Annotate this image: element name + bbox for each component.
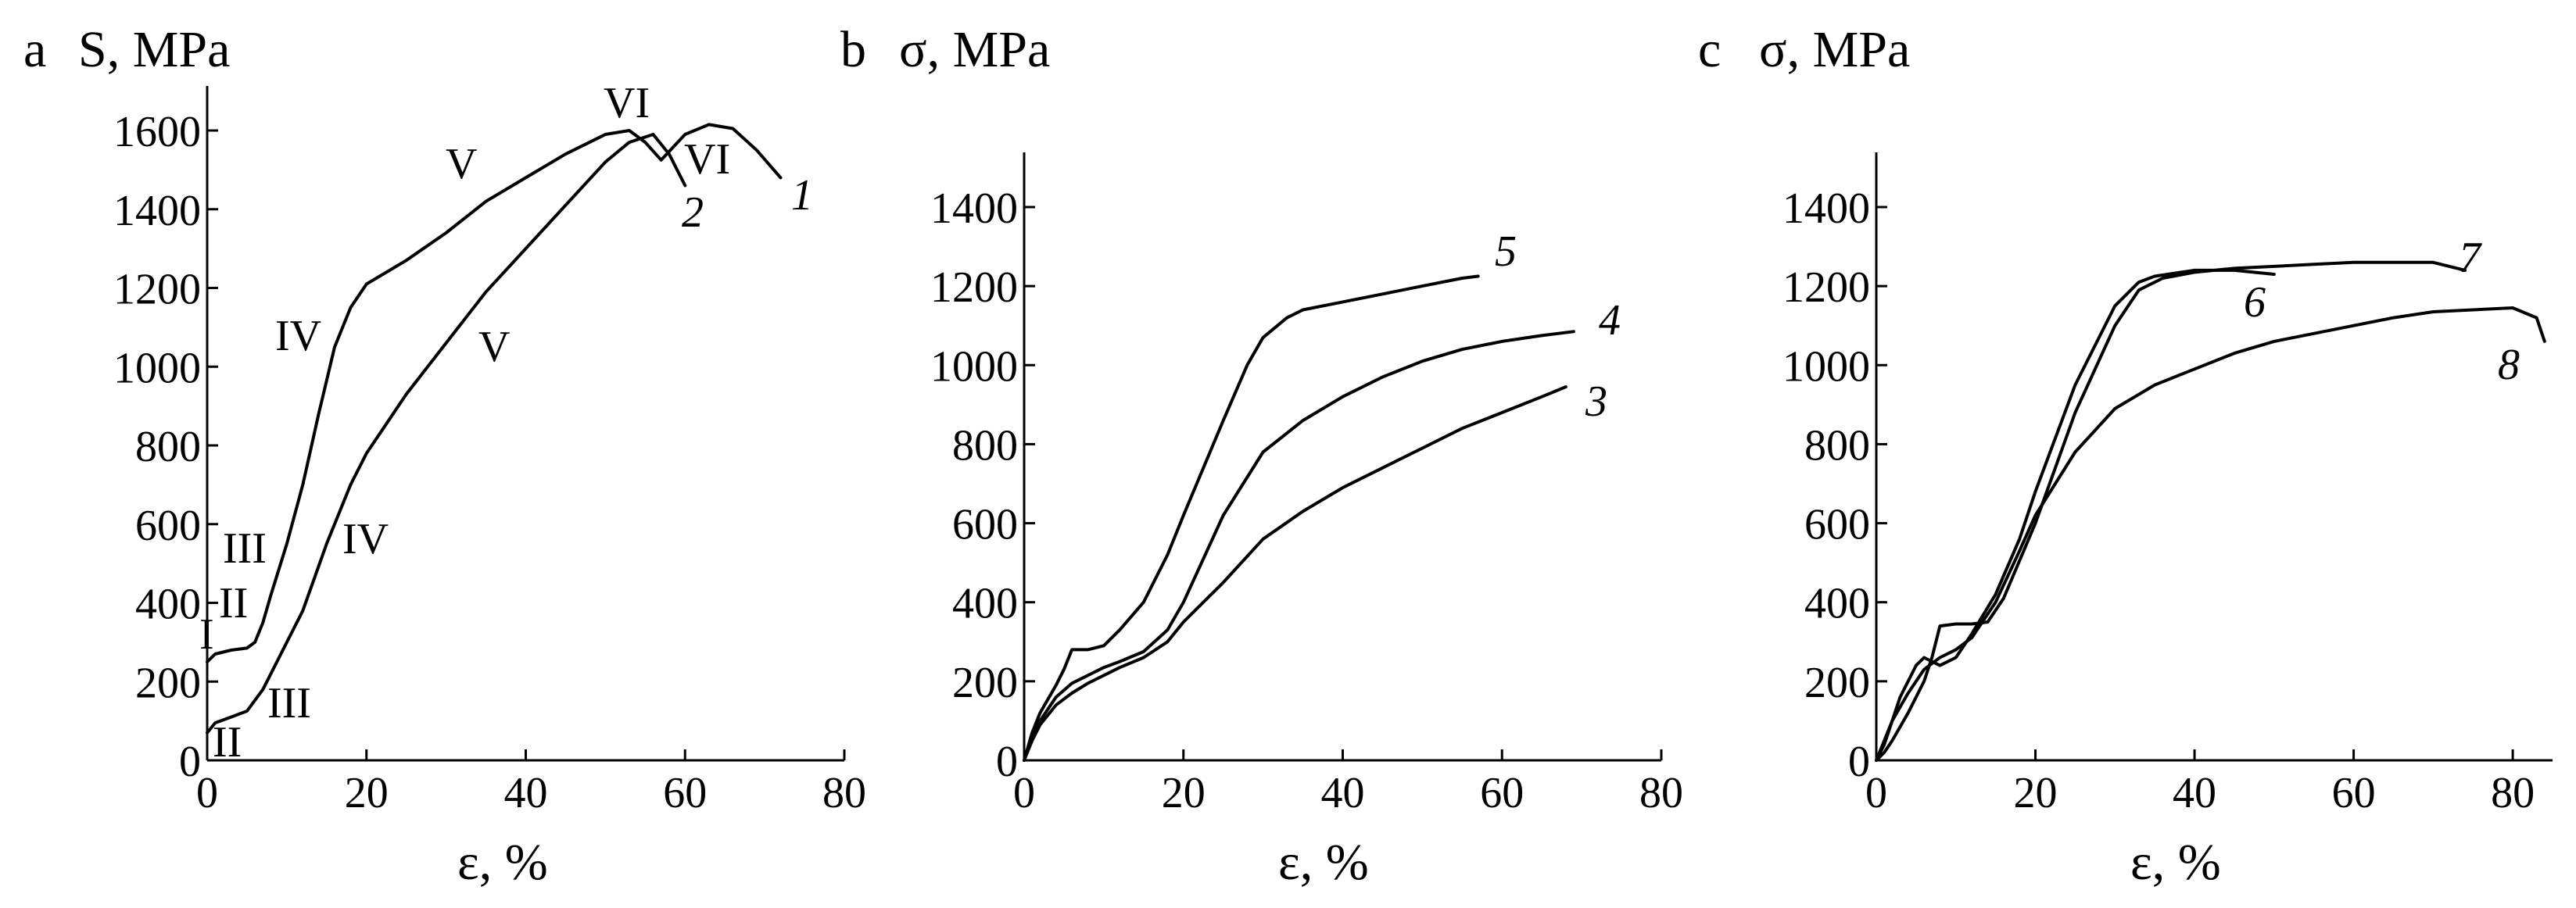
panel-c-curves xyxy=(1875,260,2546,762)
panel-c-xtick-label: 80 xyxy=(2491,769,2535,817)
panel-c-xtick-label: 60 xyxy=(2332,769,2376,817)
panel-c: c σ, MPa ε, % 0 20 40 60 8002004006008001000… xyxy=(1698,21,2553,891)
curve-label-1: 1 xyxy=(791,171,813,220)
series-7-line xyxy=(1875,260,2467,762)
panel-c-xlabel: ε, % xyxy=(2130,834,2221,891)
panel-a-ytick-label: 800 xyxy=(135,423,201,471)
panel-a-ylabel: S, MPa xyxy=(78,21,230,78)
panel-b-ytick-label: 1200 xyxy=(930,263,1018,312)
stage-label-V-curve2: V xyxy=(478,323,510,371)
series-1-line xyxy=(206,123,783,664)
panel-a-xtick-label: 60 xyxy=(663,769,707,817)
panel-b-ytick-label: 1000 xyxy=(930,342,1018,391)
panel-c-curve-labels: 6 7 8 xyxy=(2244,234,2520,389)
panel-b-ytick-label: 800 xyxy=(952,421,1018,470)
panel-c-ytick-label: 1000 xyxy=(1782,342,1870,391)
panel-c-xtick-label: 0 xyxy=(1865,769,1887,817)
series-3-line xyxy=(1023,385,1567,762)
panel-a-ytick-label: 1400 xyxy=(113,187,201,235)
panel-a-xtick-label: 80 xyxy=(822,769,866,817)
panel-b-xtick-label: 40 xyxy=(1321,769,1365,817)
panel-a-ytick-label: 200 xyxy=(135,659,201,707)
panel-b-ytick-label: 200 xyxy=(952,659,1018,707)
panel-b-letter: b xyxy=(840,21,866,78)
panel-c-ytick-label: 1200 xyxy=(1782,263,1870,312)
panel-b-ytick-label: 1400 xyxy=(930,184,1018,233)
curve-label-8: 8 xyxy=(2498,341,2520,389)
panel-a-letter: a xyxy=(23,21,46,78)
curve-label-5: 5 xyxy=(1495,227,1517,276)
panel-b-ytick-label: 0 xyxy=(996,738,1018,786)
series-5-line xyxy=(1023,274,1480,762)
panel-a-ytick-label: 1200 xyxy=(113,266,201,314)
stage-label-II-curve2: II xyxy=(213,718,242,767)
panel-b: b σ, MPa ε, % 0 20 40 60 8002004006008001000… xyxy=(840,21,1683,891)
panel-c-ytick-label: 800 xyxy=(1804,421,1870,470)
panel-b-ytick-label: 600 xyxy=(952,501,1018,549)
panel-a-ytick-label: 400 xyxy=(135,581,201,629)
panel-b-xtick-label: 80 xyxy=(1639,769,1683,817)
stage-label-III-curve2: III xyxy=(267,679,311,727)
panel-a: a S, MPa ε, % 0 20 40 60 8002004006008001000… xyxy=(23,21,866,891)
curve-label-2: 2 xyxy=(682,188,704,237)
panel-a-ytick-label: 1000 xyxy=(113,344,201,392)
panel-c-ylabel: σ, MPa xyxy=(1759,21,1910,78)
stage-label-VI-curve2: VI xyxy=(684,135,730,184)
panel-a-xlabel: ε, % xyxy=(457,834,548,891)
panel-c-ytick-label: 400 xyxy=(1804,580,1870,628)
curve-label-4: 4 xyxy=(1599,296,1621,345)
series-2-line xyxy=(206,133,687,735)
panel-a-ytick-label: 0 xyxy=(179,738,201,786)
panel-c-letter: c xyxy=(1698,21,1721,78)
stage-label-III-curve1: III xyxy=(223,524,267,573)
panel-b-ytick-label: 400 xyxy=(952,580,1018,628)
panel-c-xtick-label: 20 xyxy=(2014,769,2058,817)
panel-a-xtick-label: 20 xyxy=(345,769,389,817)
panel-c-ytick-label: 1400 xyxy=(1782,184,1870,233)
panel-a-stage-labels: I II III IV V VI II III IV V VI xyxy=(199,79,730,767)
series-8-line xyxy=(1875,306,2546,762)
stage-label-I-curve1: I xyxy=(199,610,214,659)
stage-label-II-curve1: II xyxy=(219,579,248,627)
panel-a-ytick-label: 1600 xyxy=(113,108,201,156)
curve-label-6: 6 xyxy=(2244,278,2266,327)
panel-b-xtick-label: 60 xyxy=(1480,769,1524,817)
panel-a-curves xyxy=(206,123,783,735)
panel-a-xtick-label: 40 xyxy=(504,769,548,817)
panel-c-ytick-label: 0 xyxy=(1848,738,1870,786)
panel-b-ylabel: σ, MPa xyxy=(899,21,1050,78)
panel-b-xlabel: ε, % xyxy=(1278,834,1369,891)
panel-a-ytick-label: 600 xyxy=(135,502,201,550)
series-6-line xyxy=(1875,268,2276,762)
panel-b-curve-labels: 3 4 5 xyxy=(1495,227,1621,426)
stage-label-IV-curve1: IV xyxy=(275,312,321,360)
panel-a-xtick-label: 0 xyxy=(196,769,218,817)
panel-c-xtick-label: 40 xyxy=(2173,769,2216,817)
panel-a-curve-labels: 1 2 xyxy=(682,171,813,237)
stage-label-IV-curve2: IV xyxy=(342,515,389,563)
panel-b-curves xyxy=(1023,274,1575,762)
series-4-line xyxy=(1023,330,1575,762)
panel-c-ytick-label: 600 xyxy=(1804,501,1870,549)
curve-label-7: 7 xyxy=(2459,234,2482,282)
stage-label-V-curve1: V xyxy=(446,140,477,188)
panel-b-xtick-label: 0 xyxy=(1013,769,1035,817)
curve-label-3: 3 xyxy=(1585,377,1607,426)
panel-c-ytick-label: 200 xyxy=(1804,659,1870,707)
panel-b-xtick-label: 20 xyxy=(1162,769,1206,817)
stage-label-VI-curve1: VI xyxy=(604,79,650,127)
